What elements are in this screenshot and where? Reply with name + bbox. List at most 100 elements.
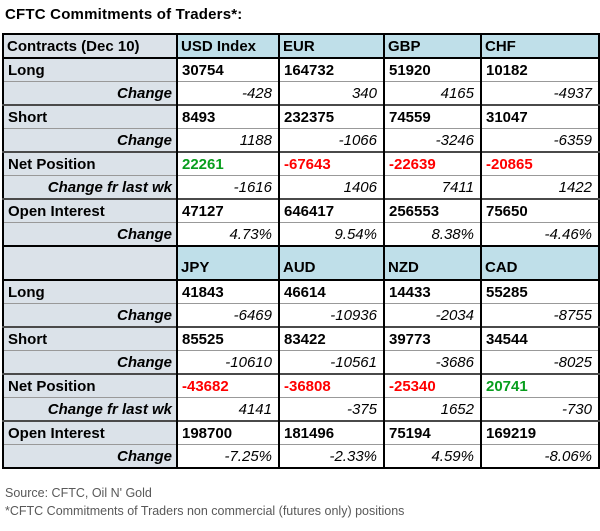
cell-value: 14433 [383,279,481,304]
section-header-row: Contracts (Dec 10) USD Index EUR GBP CHF [3,33,599,59]
cell-value: -6469 [176,303,279,327]
row-label: Net Position [3,151,177,176]
cell-value: -3686 [383,350,481,374]
row-label: Change fr last wk [3,175,177,199]
cell-value: 169219 [480,420,599,445]
column-header: EUR [278,33,384,59]
row-label: Long [3,57,177,82]
row-label: Change [3,222,177,246]
cell-value: 1422 [480,175,599,199]
cell-value: 85525 [176,326,279,351]
column-header: USD Index [176,33,279,59]
cell-value: 1406 [278,175,384,199]
table-row: Change fr last wk 4141 -375 1652 -730 [3,397,599,421]
cell-value: 7411 [383,175,481,199]
cell-value: 1188 [176,128,279,152]
cell-value: -20865 [480,151,599,176]
cot-table-body: Contracts (Dec 10) USD Index EUR GBP CHF Long… [3,33,599,468]
column-header: JPY [176,245,279,281]
section-header-row: JPY AUD NZD CAD [3,245,599,281]
row-label: Open Interest [3,420,177,445]
cell-value: 4.73% [176,222,279,246]
cell-value: -22639 [383,151,481,176]
table-row: Long 30754 164732 51920 10182 [3,57,599,82]
cell-value: 10182 [480,57,599,82]
table-row: Change 1188 -1066 -3246 -6359 [3,128,599,152]
cell-value: -4.46% [480,222,599,246]
cell-value: 8493 [176,104,279,129]
column-header: GBP [383,33,481,59]
cell-value: 198700 [176,420,279,445]
column-header: AUD [278,245,384,281]
table-row: Net Position -43682 -36808 -25340 20741 [3,373,599,398]
cell-value: -4937 [480,81,599,105]
row-label: Long [3,279,177,304]
row-label: Change [3,128,177,152]
cell-value: 4.59% [383,444,481,468]
cell-value: 9.54% [278,222,384,246]
cell-value: -2034 [383,303,481,327]
table-row: Change -7.25% -2.33% 4.59% -8.06% [3,444,599,468]
cell-value: 83422 [278,326,384,351]
footer: Source: CFTC, Oil N' Gold *CFTC Commitme… [5,484,600,520]
row-label: Change [3,444,177,468]
cell-value: 75650 [480,198,599,223]
cell-value: -7.25% [176,444,279,468]
table-row: Short 85525 83422 39773 34544 [3,326,599,351]
cell-value: -10610 [176,350,279,374]
table-row: Change 4.73% 9.54% 8.38% -4.46% [3,222,599,246]
source-line: Source: CFTC, Oil N' Gold [5,486,152,500]
cell-value: 20741 [480,373,599,398]
cell-value: -730 [480,397,599,421]
column-header [3,245,177,281]
table-row: Long 41843 46614 14433 55285 [3,279,599,304]
table-row: Net Position 22261 -67643 -22639 -20865 [3,151,599,176]
cell-value: 74559 [383,104,481,129]
cell-value: 55285 [480,279,599,304]
cell-value: -375 [278,397,384,421]
cell-value: 232375 [278,104,384,129]
row-label: Change [3,303,177,327]
footnote: *CFTC Commitments of Traders non commerc… [5,504,405,519]
cell-value: -10561 [278,350,384,374]
row-label: Change [3,350,177,374]
cell-value: 1652 [383,397,481,421]
cell-value: 340 [278,81,384,105]
cell-value: 4141 [176,397,279,421]
cell-value: 46614 [278,279,384,304]
column-header: NZD [383,245,481,281]
cell-value: -67643 [278,151,384,176]
cell-value: 41843 [176,279,279,304]
cell-value: 30754 [176,57,279,82]
cell-value: -6359 [480,128,599,152]
row-label: Net Position [3,373,177,398]
cell-value: 4165 [383,81,481,105]
table-row: Change -10610 -10561 -3686 -8025 [3,350,599,374]
cell-value: 31047 [480,104,599,129]
cell-value: 75194 [383,420,481,445]
cell-value: 646417 [278,198,384,223]
row-label: Short [3,104,177,129]
cell-value: -2.33% [278,444,384,468]
cell-value: 34544 [480,326,599,351]
row-label: Change [3,81,177,105]
cell-value: 164732 [278,57,384,82]
cot-table: Contracts (Dec 10) USD Index EUR GBP CHF Long… [2,33,600,469]
cell-value: 22261 [176,151,279,176]
column-header: CHF [480,33,599,59]
cell-value: -1616 [176,175,279,199]
cell-value: -43682 [176,373,279,398]
cell-value: 51920 [383,57,481,82]
row-label: Change fr last wk [3,397,177,421]
table-row: Open Interest 198700 181496 75194 169219 [3,420,599,445]
cell-value: -8755 [480,303,599,327]
cell-value: 39773 [383,326,481,351]
cell-value: 47127 [176,198,279,223]
cell-value: -8025 [480,350,599,374]
cell-value: 8.38% [383,222,481,246]
table-row: Change -428 340 4165 -4937 [3,81,599,105]
row-label: Open Interest [3,198,177,223]
cell-value: -25340 [383,373,481,398]
cell-value: -10936 [278,303,384,327]
